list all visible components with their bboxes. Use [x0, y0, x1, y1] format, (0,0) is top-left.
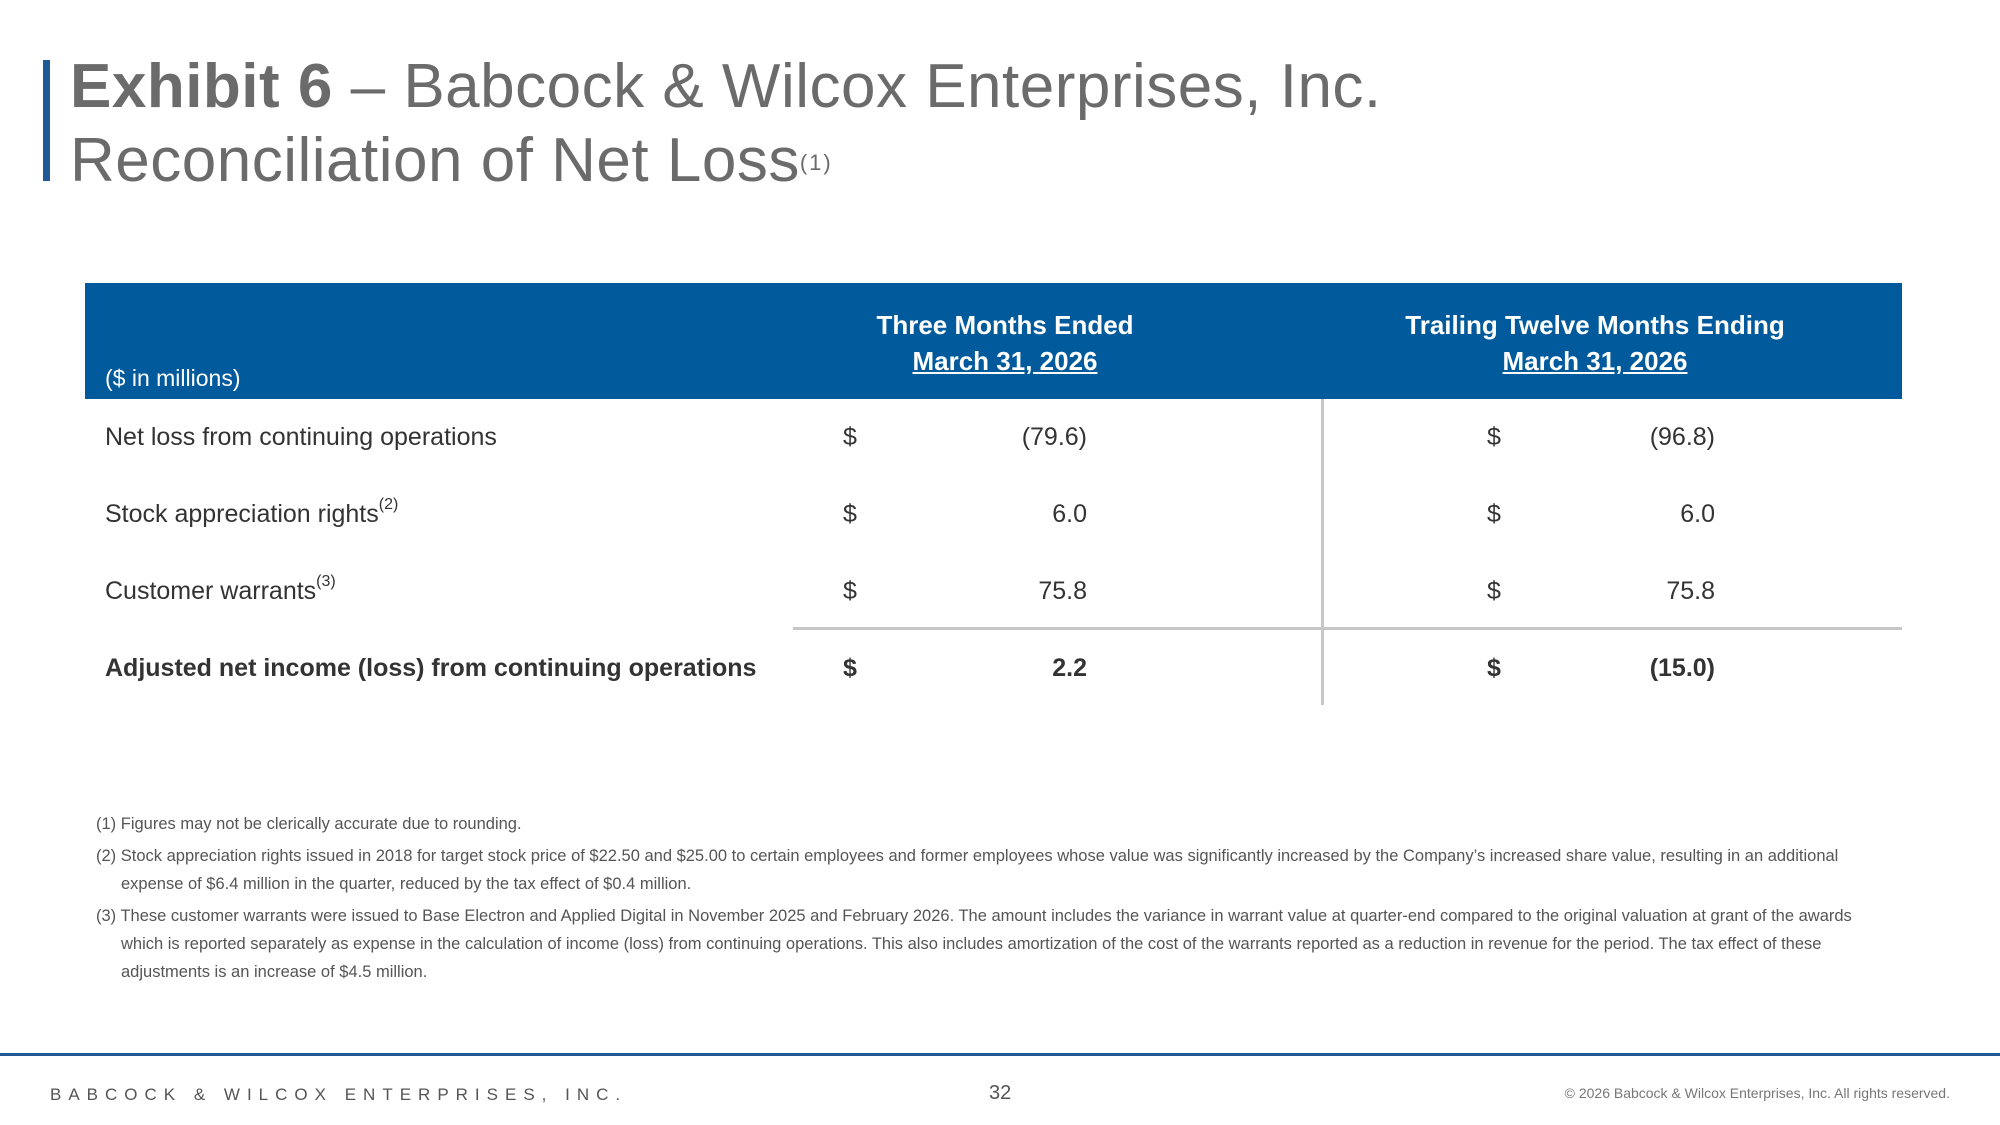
column-heading: Trailing Twelve Months Ending — [1405, 310, 1785, 340]
title-accent-bar — [43, 60, 50, 181]
units-label: ($ in millions) — [105, 365, 241, 391]
page-number: 32 — [989, 1082, 1012, 1104]
row-label: Customer warrants(3) — [105, 573, 336, 605]
currency-symbol: $ — [843, 500, 857, 528]
value-three-months: 75.8 — [1038, 577, 1087, 605]
column-header-trailing-twelve-months: Trailing Twelve Months Ending March 31, … — [1375, 307, 1815, 379]
value-trailing-twelve-months: (15.0) — [1649, 654, 1715, 682]
table-row: Stock appreciation rights(2) $ 6.0 $ 6.0 — [0, 494, 2000, 534]
table-row-total: Adjusted net income (loss) from continui… — [0, 648, 2000, 688]
title-footnote-ref: (1) — [799, 150, 833, 175]
value-three-months: (79.6) — [1021, 423, 1087, 451]
footnote: (2) Stock appreciation rights issued in … — [96, 847, 1839, 893]
value-trailing-twelve-months: (96.8) — [1649, 423, 1715, 451]
currency-symbol: $ — [1487, 500, 1501, 528]
footer-copyright: © 2026 Babcock & Wilcox Enterprises, Inc… — [1564, 1085, 1950, 1101]
footer-divider — [0, 1053, 2000, 1056]
footnotes: (1) Figures may not be clerically accura… — [96, 810, 1876, 990]
currency-symbol: $ — [1487, 577, 1501, 605]
row-label: Net loss from continuing operations — [105, 423, 497, 451]
currency-symbol: $ — [843, 577, 857, 605]
table-header: ($ in millions) Three Months Ended March… — [85, 283, 1902, 399]
column-heading: Three Months Ended — [876, 310, 1134, 340]
column-header-three-months: Three Months Ended March 31, 2026 — [785, 307, 1225, 379]
exhibit-label: Exhibit 6 — [70, 52, 333, 121]
footnote: (3) These customer warrants were issued … — [96, 907, 1852, 981]
currency-symbol: $ — [1487, 654, 1501, 682]
row-label: Stock appreciation rights(2) — [105, 496, 399, 528]
column-date: March 31, 2026 — [912, 346, 1098, 376]
value-trailing-twelve-months: 6.0 — [1680, 500, 1715, 528]
column-divider — [1321, 399, 1324, 705]
title-subtitle: Reconciliation of Net Loss — [70, 126, 800, 195]
table-row: Net loss from continuing operations $ (7… — [0, 417, 2000, 457]
currency-symbol: $ — [843, 654, 857, 682]
page-title: Exhibit 6 – Babcock & Wilcox Enterprises… — [70, 50, 1382, 198]
footer-company: BABCOCK & WILCOX ENTERPRISES, INC. — [50, 1085, 628, 1104]
value-trailing-twelve-months: 75.8 — [1666, 577, 1715, 605]
currency-symbol: $ — [843, 423, 857, 451]
footnote: (1) Figures may not be clerically accura… — [96, 815, 522, 833]
total-separator-line — [793, 627, 1902, 630]
column-date: March 31, 2026 — [1502, 346, 1688, 376]
table-row: Customer warrants(3) $ 75.8 $ 75.8 — [0, 571, 2000, 611]
row-label: Adjusted net income (loss) from continui… — [105, 654, 757, 682]
title-company: – Babcock & Wilcox Enterprises, Inc. — [332, 52, 1382, 121]
currency-symbol: $ — [1487, 423, 1501, 451]
value-three-months: 2.2 — [1052, 654, 1087, 682]
value-three-months: 6.0 — [1052, 500, 1087, 528]
